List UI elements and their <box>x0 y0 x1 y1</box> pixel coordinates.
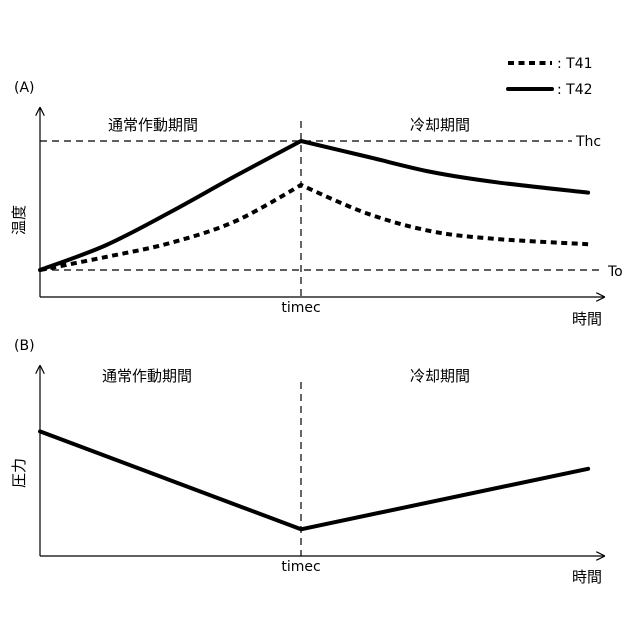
panel-b-timec-label: timec <box>281 559 320 575</box>
panel-a-level-thc-label: Thc <box>575 134 601 150</box>
series-t42-line <box>40 141 588 270</box>
panel-a-phase-left: 通常作動期間 <box>108 116 198 134</box>
panel-a: (A) 温度 通常作動期間 冷却期間 Thc To timec 時間 <box>10 80 623 328</box>
panel-b-ylabel: 圧力 <box>10 458 28 488</box>
panel-a-label: (A) <box>14 80 35 96</box>
panel-a-level-to-label: To <box>607 264 623 280</box>
legend: : T41 : T42 <box>508 56 593 98</box>
legend-label-t41: : T41 <box>557 56 593 72</box>
panel-b-phase-right: 冷却期間 <box>410 367 470 385</box>
panel-b-label: (B) <box>14 338 35 354</box>
panel-b-phase-left: 通常作動期間 <box>102 367 192 385</box>
panel-b: (B) 圧力 通常作動期間 冷却期間 timec 時間 <box>10 338 604 586</box>
panel-b-xlabel: 時間 <box>572 568 602 586</box>
series-t41-line <box>40 185 588 270</box>
series-pressure-line <box>40 431 588 529</box>
panel-a-timec-label: timec <box>281 300 320 316</box>
panel-a-phase-right: 冷却期間 <box>410 116 470 134</box>
panel-a-xlabel: 時間 <box>572 310 602 328</box>
panel-a-ylabel: 温度 <box>10 205 28 235</box>
legend-label-t42: : T42 <box>557 82 593 98</box>
